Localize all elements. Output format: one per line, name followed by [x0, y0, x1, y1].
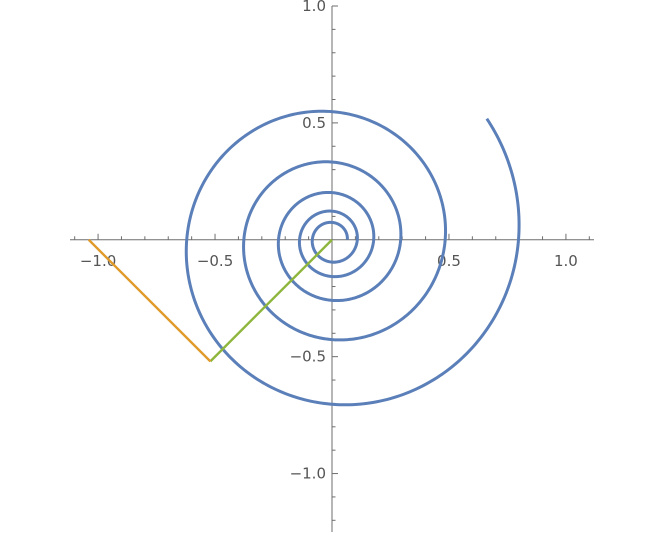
series-layer	[87, 109, 521, 407]
y-tick-label: 0.5	[302, 114, 326, 132]
line-segment-2	[87, 238, 212, 363]
x-tick-label: −1.0	[80, 252, 116, 270]
x-tick-label: 1.0	[554, 252, 578, 270]
y-tick-label: −1.0	[290, 465, 326, 483]
y-tick-label: 1.0	[302, 0, 326, 15]
y-ticks: 1.0 0.5 −0.5 −1.0	[290, 0, 338, 521]
axes: −1.0 −0.5 0.5 1.0 1.0 0.5 −0.5 −1.0	[70, 0, 594, 532]
x-ticks: −1.0 −0.5 0.5 1.0	[74, 233, 590, 270]
spiral-curve	[184, 109, 521, 407]
line-segment-1	[209, 238, 333, 363]
y-tick-label: −0.5	[290, 348, 326, 366]
x-tick-label: −0.5	[197, 252, 233, 270]
